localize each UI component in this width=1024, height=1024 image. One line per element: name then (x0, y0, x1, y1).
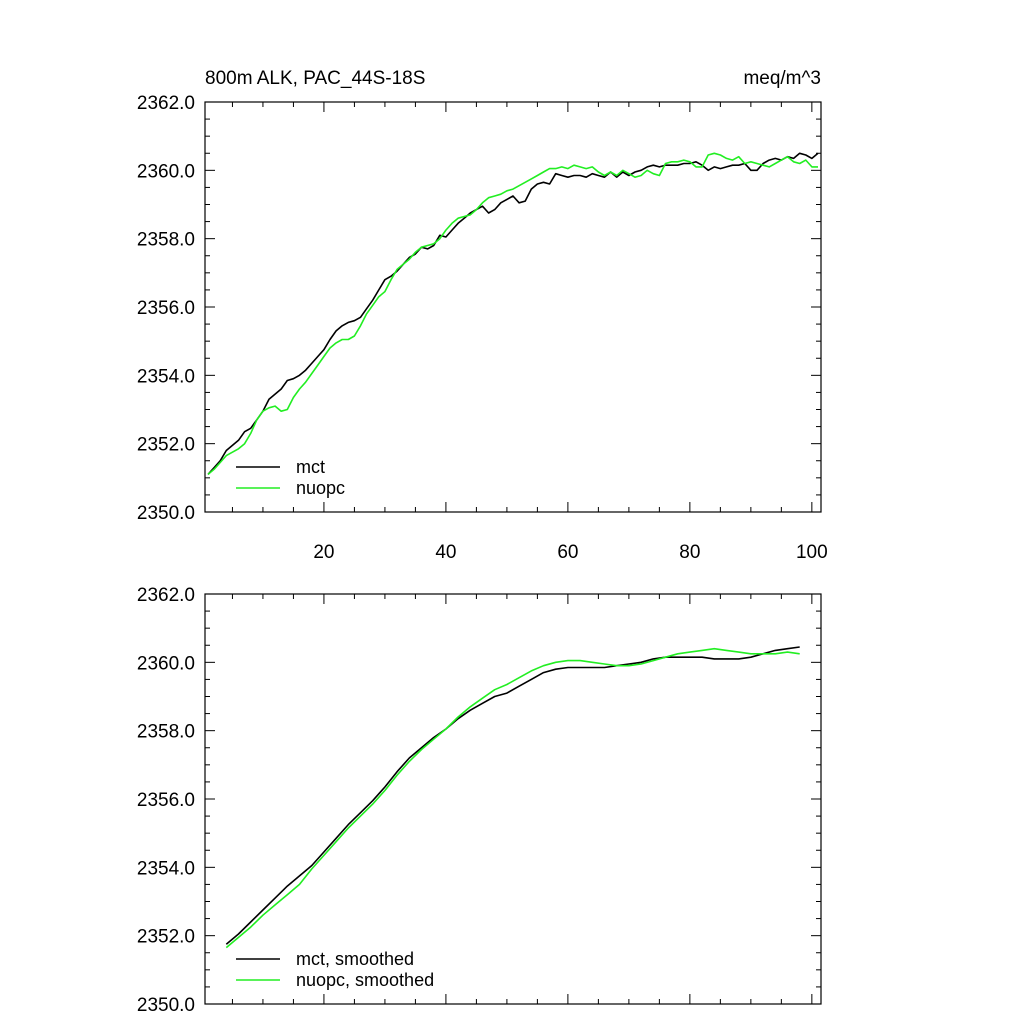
y-tick-label: 2356.0 (137, 790, 195, 811)
y-tick-label: 2358.0 (137, 230, 195, 251)
legend-label: mct, smoothed (296, 949, 414, 969)
y-tick-label: 2350.0 (137, 995, 195, 1016)
y-tick-label: 2362.0 (137, 93, 195, 114)
x-tick-label: 40 (435, 542, 456, 563)
series-line-mct-smoothed (225, 646, 800, 945)
y-tick-label: 2356.0 (137, 298, 195, 319)
y-tick-label: 2362.0 (137, 585, 195, 606)
series-line-mct (207, 152, 819, 475)
y-tick-label: 2360.0 (137, 653, 195, 674)
series-line-nuopc-smoothed (225, 647, 800, 949)
plot-frame (204, 101, 822, 513)
y-tick-label: 2352.0 (137, 435, 195, 456)
x-tick-label: 100 (796, 542, 828, 563)
axis-ticks (205, 593, 821, 1005)
y-tick-label: 2352.0 (137, 927, 195, 948)
bottom-panel: 2350.0 2352.0 2354.0 2356.0 2358.0 2360.0 2362… (137, 585, 822, 1016)
series-layer (225, 646, 800, 949)
top-panel: 800m ALK, PAC_44S-18S meq/m^3 2350.0 2352… (137, 68, 828, 563)
units-label: meq/m^3 (743, 68, 821, 89)
y-tick-labels: 2350.0 2352.0 2354.0 2356.0 2358.0 2360.0 2362… (137, 585, 195, 1016)
x-tick-label: 60 (557, 542, 578, 563)
legend-label: nuopc (296, 478, 345, 498)
x-tick-label: 80 (679, 542, 700, 563)
series-layer (207, 152, 819, 476)
y-tick-label: 2358.0 (137, 722, 195, 743)
plot-frame (204, 593, 822, 1005)
y-tick-label: 2350.0 (137, 503, 195, 524)
axis-ticks (205, 101, 821, 513)
y-tick-label: 2354.0 (137, 366, 195, 387)
series-line-nuopc (207, 152, 818, 476)
y-tick-labels: 2350.0 2352.0 2354.0 2356.0 2358.0 2360.0 2362… (137, 93, 195, 524)
chart-title: 800m ALK, PAC_44S-18S (205, 68, 425, 89)
y-tick-label: 2354.0 (137, 858, 195, 879)
y-tick-label: 2360.0 (137, 161, 195, 182)
legend-label: nuopc, smoothed (296, 970, 434, 990)
x-tick-label: 20 (313, 542, 334, 563)
x-tick-labels: 20 40 60 80 100 (313, 542, 827, 563)
legend-label: mct (296, 457, 325, 477)
